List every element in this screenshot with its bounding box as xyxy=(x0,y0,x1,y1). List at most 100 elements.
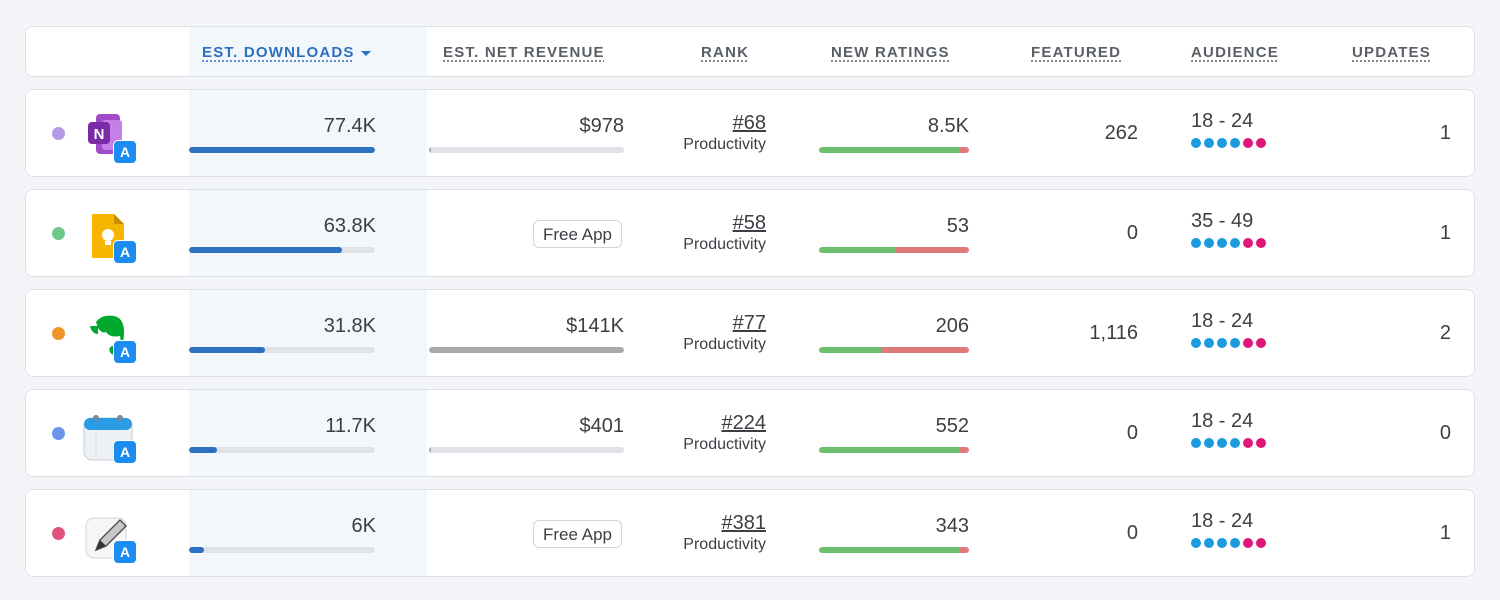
rank-category: Productivity xyxy=(683,236,766,253)
ratings-positive-fill xyxy=(819,347,881,353)
audience-cell: 18 - 24 xyxy=(1191,409,1266,448)
downloads-column-highlight xyxy=(189,190,427,276)
audience-age-range: 35 - 49 xyxy=(1191,210,1254,232)
header-featured[interactable]: FEATURED xyxy=(1031,44,1122,61)
header-est-net-revenue[interactable]: EST. NET REVENUE xyxy=(443,44,605,61)
downloads-bar xyxy=(189,147,375,153)
downloads-value: 63.8K xyxy=(323,215,376,237)
updates-value: 1 xyxy=(1439,222,1451,244)
rank-cell: #77 Productivity xyxy=(596,311,766,355)
ratings-positive-fill xyxy=(819,447,959,453)
audience-dot-female xyxy=(1256,338,1266,348)
featured-value: 0 xyxy=(1126,522,1138,544)
rank-link[interactable]: #58 xyxy=(732,212,766,234)
revenue-value: $401 xyxy=(579,415,625,437)
rank-category: Productivity xyxy=(683,436,766,453)
audience-cell: 18 - 24 xyxy=(1191,509,1266,548)
svg-text:N: N xyxy=(94,126,105,143)
revenue-bar-fill xyxy=(429,147,431,153)
updates-value: 0 xyxy=(1439,422,1451,444)
audience-dot-female xyxy=(1243,338,1253,348)
downloads-bar-fill xyxy=(189,547,204,553)
ratings-negative-fill xyxy=(958,547,969,553)
updates-value: 1 xyxy=(1439,122,1451,144)
series-color-dot xyxy=(52,127,65,140)
new-ratings-value: 343 xyxy=(935,515,969,537)
audience-dot-male xyxy=(1230,538,1240,548)
downloads-value: 11.7K xyxy=(325,415,376,437)
ratings-positive-fill xyxy=(819,147,959,153)
audience-dot-male xyxy=(1230,438,1240,448)
downloads-column-highlight xyxy=(189,290,427,376)
audience-cell: 18 - 24 xyxy=(1191,109,1266,148)
free-app-badge: Free App xyxy=(533,220,622,248)
table-row[interactable]: A 31.8K $141K #77 Productivity 206 1,116 xyxy=(25,289,1475,377)
audience-gender-dots xyxy=(1191,338,1266,348)
audience-gender-dots xyxy=(1191,238,1266,248)
featured-value: 0 xyxy=(1126,422,1138,444)
ratings-positive-fill xyxy=(819,547,959,553)
table-row[interactable]: A 63.8K Free App #58 Productivity 53 0 3… xyxy=(25,189,1475,277)
downloads-bar-fill xyxy=(189,347,266,353)
ratings-sentiment-bar xyxy=(819,547,969,553)
header-updates[interactable]: UPDATES xyxy=(1352,44,1431,61)
table-row[interactable]: N A 77.4K $978 #68 Productivity 8.5K 262 xyxy=(25,89,1475,177)
audience-dot-female xyxy=(1256,238,1266,248)
downloads-bar-fill xyxy=(189,147,375,153)
downloads-bar xyxy=(189,447,375,453)
rank-category: Productivity xyxy=(683,536,766,553)
audience-dot-male xyxy=(1204,238,1214,248)
onenote-icon[interactable]: N xyxy=(82,110,134,162)
revenue-bar xyxy=(429,147,624,153)
audience-dot-female xyxy=(1243,238,1253,248)
audience-age-range: 18 - 24 xyxy=(1191,410,1254,432)
audience-dot-male xyxy=(1217,538,1227,548)
downloads-column-highlight xyxy=(189,90,427,176)
rank-link[interactable]: #68 xyxy=(732,112,766,134)
audience-age-range: 18 - 24 xyxy=(1191,510,1254,532)
downloads-value: 31.8K xyxy=(323,315,376,337)
audience-dot-male xyxy=(1230,338,1240,348)
featured-value: 0 xyxy=(1126,222,1138,244)
ratings-negative-fill xyxy=(958,147,969,153)
audience-dot-male xyxy=(1230,238,1240,248)
series-color-dot xyxy=(52,427,65,440)
downloads-bar xyxy=(189,547,375,553)
series-color-dot xyxy=(52,527,65,540)
table-row[interactable]: A 11.7K $401 #224 Productivity 552 0 xyxy=(25,389,1475,477)
ratings-negative-fill xyxy=(958,447,969,453)
downloads-bar xyxy=(189,347,375,353)
audience-dot-female xyxy=(1256,538,1266,548)
audience-age-range: 18 - 24 xyxy=(1191,110,1254,132)
ratings-negative-fill xyxy=(895,247,969,253)
revenue-value: $141K xyxy=(566,315,624,337)
rank-link[interactable]: #224 xyxy=(721,412,767,434)
header-audience[interactable]: AUDIENCE xyxy=(1191,44,1279,61)
audience-dot-male xyxy=(1217,138,1227,148)
featured-value: 1,116 xyxy=(1089,322,1138,344)
revenue-bar xyxy=(429,347,624,353)
ratings-sentiment-bar xyxy=(819,347,969,353)
downloads-column-highlight xyxy=(189,490,427,576)
updates-value: 2 xyxy=(1439,322,1451,344)
table-row[interactable]: A 6K Free App #381 Productivity 343 0 18… xyxy=(25,489,1475,577)
app-store-icon: A xyxy=(113,440,137,464)
revenue-bar-fill xyxy=(429,347,624,353)
header-new-ratings[interactable]: NEW RATINGS xyxy=(831,44,950,61)
audience-cell: 18 - 24 xyxy=(1191,309,1266,348)
revenue-bar-fill xyxy=(429,447,431,453)
downloads-bar xyxy=(189,247,375,253)
sort-desc-icon xyxy=(360,50,371,56)
audience-dot-male xyxy=(1191,238,1201,248)
rank-link[interactable]: #77 xyxy=(732,312,766,334)
audience-dot-male xyxy=(1217,338,1227,348)
rank-link[interactable]: #381 xyxy=(721,512,767,534)
downloads-bar-fill xyxy=(189,447,217,453)
evernote-icon[interactable] xyxy=(82,310,134,362)
header-rank[interactable]: RANK xyxy=(701,44,750,61)
audience-gender-dots xyxy=(1191,538,1266,548)
header-est-downloads[interactable]: EST. DOWNLOADS xyxy=(202,27,371,78)
app-store-icon: A xyxy=(113,340,137,364)
updates-value: 1 xyxy=(1439,522,1451,544)
downloads-value: 77.4K xyxy=(323,115,376,137)
